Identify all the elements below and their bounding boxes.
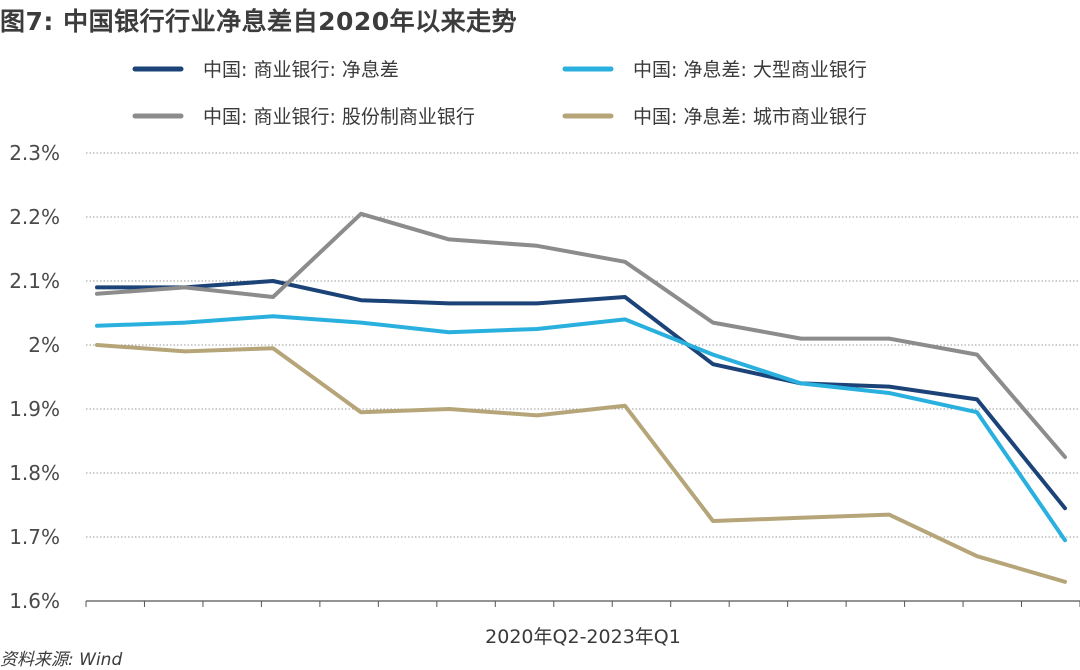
x-axis-label: 2020年Q2-2023年Q1 <box>485 626 681 648</box>
y-tick-label: 2% <box>28 333 60 357</box>
series-lines <box>95 211 1067 584</box>
series-line-3 <box>95 211 1067 459</box>
y-tick-label: 1.9% <box>9 397 60 421</box>
legend-label: 中国: 净息差: 大型商业银行 <box>633 59 867 81</box>
chart-title: 图7: 中国银行行业净息差自2020年以来走势 <box>0 7 518 36</box>
series-line-1 <box>95 279 1067 511</box>
y-tick-label: 1.8% <box>9 461 60 485</box>
y-tick-label: 2.2% <box>9 205 60 229</box>
legend-label: 中国: 商业银行: 净息差 <box>203 59 399 81</box>
source-note: 资料来源: Wind <box>0 650 123 670</box>
series-line-4 <box>95 343 1067 584</box>
y-axis: 2.3% 2.2% 2.1% 2% 1.9% 1.8% 1.7% 1.6% <box>9 141 60 613</box>
y-tick-label: 1.6% <box>9 589 60 613</box>
legend-label: 中国: 商业银行: 股份制商业银行 <box>203 106 475 128</box>
legend-label: 中国: 净息差: 城市商业银行 <box>633 106 867 128</box>
series-line-2 <box>95 314 1067 543</box>
y-tick-label: 2.1% <box>9 269 60 293</box>
y-tick-label: 1.7% <box>9 525 60 549</box>
y-tick-label: 2.3% <box>9 141 60 165</box>
x-axis: 2020年Q2-2023年Q1 <box>85 600 1080 648</box>
